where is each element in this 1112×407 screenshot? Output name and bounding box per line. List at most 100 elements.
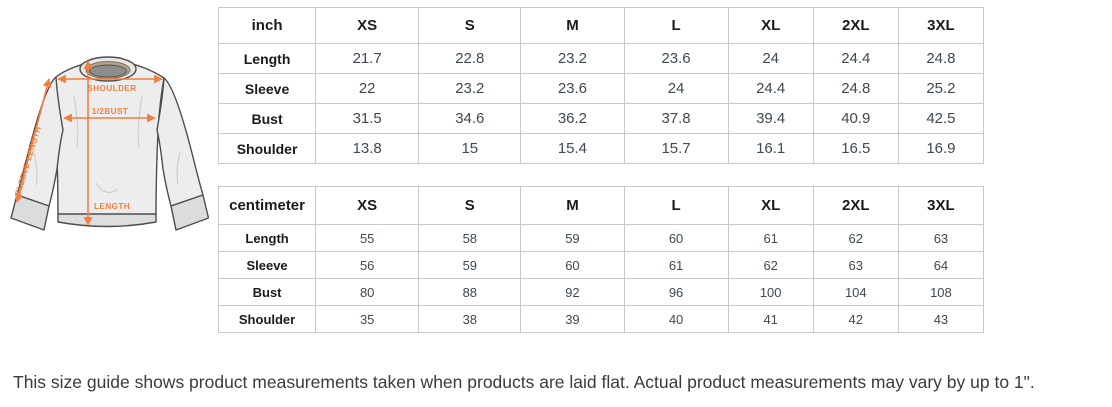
measurement-value: 15 bbox=[418, 133, 522, 164]
unit-header: inch bbox=[217, 7, 317, 44]
measurement-row: Sleeve 56 59 60 61 62 63 64 bbox=[217, 251, 985, 279]
measurement-row: Shoulder 13.8 15 15.4 15.7 16.1 16.5 16.9 bbox=[217, 133, 985, 164]
measurement-value: 24.8 bbox=[897, 43, 985, 74]
measurement-value: 24 bbox=[727, 43, 814, 74]
measurement-value: 80 bbox=[315, 278, 420, 306]
measurement-value: 40 bbox=[623, 305, 729, 333]
sweater-right-sleeve bbox=[156, 77, 204, 207]
measurement-value: 62 bbox=[812, 224, 899, 252]
measurement-value: 63 bbox=[897, 224, 985, 252]
size-table-header-row: inch XS S M L XL 2XL 3XL bbox=[217, 7, 985, 44]
sleeve-length-arrow bbox=[14, 78, 52, 203]
measurement-value: 36.2 bbox=[520, 103, 625, 134]
size-header: S bbox=[418, 186, 522, 225]
measurement-label: Sleeve bbox=[217, 251, 317, 279]
measurement-value: 56 bbox=[315, 251, 420, 279]
measurement-value: 23.6 bbox=[520, 73, 625, 104]
measurement-value: 43 bbox=[897, 305, 985, 333]
measurement-value: 24 bbox=[623, 73, 729, 104]
size-header: XL bbox=[727, 7, 814, 44]
measurement-value: 31.5 bbox=[315, 103, 420, 134]
measurement-value: 38 bbox=[418, 305, 522, 333]
measurement-value: 42.5 bbox=[897, 103, 985, 134]
measurement-value: 34.6 bbox=[418, 103, 522, 134]
measurement-label: Bust bbox=[217, 103, 317, 134]
hem-band bbox=[57, 213, 157, 228]
measurement-value: 59 bbox=[520, 224, 625, 252]
measurement-value: 55 bbox=[315, 224, 420, 252]
measurement-value: 42 bbox=[812, 305, 899, 333]
measurement-row: Bust 31.5 34.6 36.2 37.8 39.4 40.9 42.5 bbox=[217, 103, 985, 134]
measurement-value: 23.2 bbox=[418, 73, 522, 104]
size-header: L bbox=[623, 7, 729, 44]
measurement-value: 13.8 bbox=[315, 133, 420, 164]
measurement-value: 16.9 bbox=[897, 133, 985, 164]
sweater-measurement-diagram: SHOULDER 1/2BUST LENGTH SLEEVE LENGTH bbox=[4, 33, 209, 283]
size-header: L bbox=[623, 186, 729, 225]
measurement-label: Shoulder bbox=[217, 133, 317, 164]
measurement-value: 62 bbox=[727, 251, 814, 279]
measurement-value: 61 bbox=[727, 224, 814, 252]
measurement-value: 22 bbox=[315, 73, 420, 104]
measurement-value: 37.8 bbox=[623, 103, 729, 134]
measurement-value: 60 bbox=[623, 224, 729, 252]
measurement-value: 58 bbox=[418, 224, 522, 252]
size-header: XS bbox=[315, 186, 420, 225]
measurement-value: 64 bbox=[897, 251, 985, 279]
measurement-label: Shoulder bbox=[217, 305, 317, 333]
half-bust-label: 1/2BUST bbox=[92, 107, 128, 116]
measurement-value: 24.4 bbox=[727, 73, 814, 104]
measurement-value: 59 bbox=[418, 251, 522, 279]
measurement-value: 35 bbox=[315, 305, 420, 333]
measurement-value: 23.6 bbox=[623, 43, 729, 74]
measurement-value: 96 bbox=[623, 278, 729, 306]
measurement-row: Bust 80 88 92 96 100 104 108 bbox=[217, 278, 985, 306]
size-header: M bbox=[520, 7, 625, 44]
measurement-label: Bust bbox=[217, 278, 317, 306]
measurement-value: 100 bbox=[727, 278, 814, 306]
shoulder-label: SHOULDER bbox=[87, 84, 136, 93]
measurement-label: Length bbox=[217, 43, 317, 74]
measurement-row: Shoulder 35 38 39 40 41 42 43 bbox=[217, 305, 985, 333]
size-header: 3XL bbox=[897, 7, 985, 44]
measurement-value: 39 bbox=[520, 305, 625, 333]
size-header: 3XL bbox=[897, 186, 985, 225]
measurement-row: Sleeve 22 23.2 23.6 24 24.4 24.8 25.2 bbox=[217, 73, 985, 104]
unit-header: centimeter bbox=[217, 186, 317, 225]
inch-size-table: inch XS S M L XL 2XL 3XL Length 21.7 22.8 23.2 23.6 2… bbox=[217, 7, 985, 164]
measurement-value: 108 bbox=[897, 278, 985, 306]
measurement-value: 61 bbox=[623, 251, 729, 279]
size-header: 2XL bbox=[812, 7, 899, 44]
measurement-value: 92 bbox=[520, 278, 625, 306]
size-guide-note: This size guide shows product measuremen… bbox=[13, 372, 1035, 392]
collar-opening bbox=[89, 64, 127, 78]
measurement-row: Length 55 58 59 60 61 62 63 bbox=[217, 224, 985, 252]
measurement-value: 15.4 bbox=[520, 133, 625, 164]
measurement-value: 16.5 bbox=[812, 133, 899, 164]
size-header: S bbox=[418, 7, 522, 44]
centimeter-size-table: centimeter XS S M L XL 2XL 3XL Length 55 58 59 60 61 6… bbox=[217, 186, 985, 333]
measurement-value: 88 bbox=[418, 278, 522, 306]
measurement-value: 22.8 bbox=[418, 43, 522, 74]
measurement-label: Length bbox=[217, 224, 317, 252]
measurement-value: 40.9 bbox=[812, 103, 899, 134]
size-table-header-row: centimeter XS S M L XL 2XL 3XL bbox=[217, 186, 985, 225]
right-cuff bbox=[170, 194, 209, 231]
measurement-row: Length 21.7 22.8 23.2 23.6 24 24.4 24.8 bbox=[217, 43, 985, 74]
measurement-value: 39.4 bbox=[727, 103, 814, 134]
measurement-value: 24.8 bbox=[812, 73, 899, 104]
measurement-value: 104 bbox=[812, 278, 899, 306]
measurement-value: 15.7 bbox=[623, 133, 729, 164]
measurement-value: 25.2 bbox=[897, 73, 985, 104]
measurement-value: 41 bbox=[727, 305, 814, 333]
sweater-diagram-svg: SHOULDER 1/2BUST LENGTH SLEEVE LENGTH bbox=[10, 56, 209, 231]
measurement-value: 63 bbox=[812, 251, 899, 279]
size-header: M bbox=[520, 186, 625, 225]
measurement-value: 16.1 bbox=[727, 133, 814, 164]
length-label: LENGTH bbox=[94, 202, 130, 211]
measurement-value: 21.7 bbox=[315, 43, 420, 74]
size-header: 2XL bbox=[812, 186, 899, 225]
measurement-value: 24.4 bbox=[812, 43, 899, 74]
size-header: XL bbox=[727, 186, 814, 225]
